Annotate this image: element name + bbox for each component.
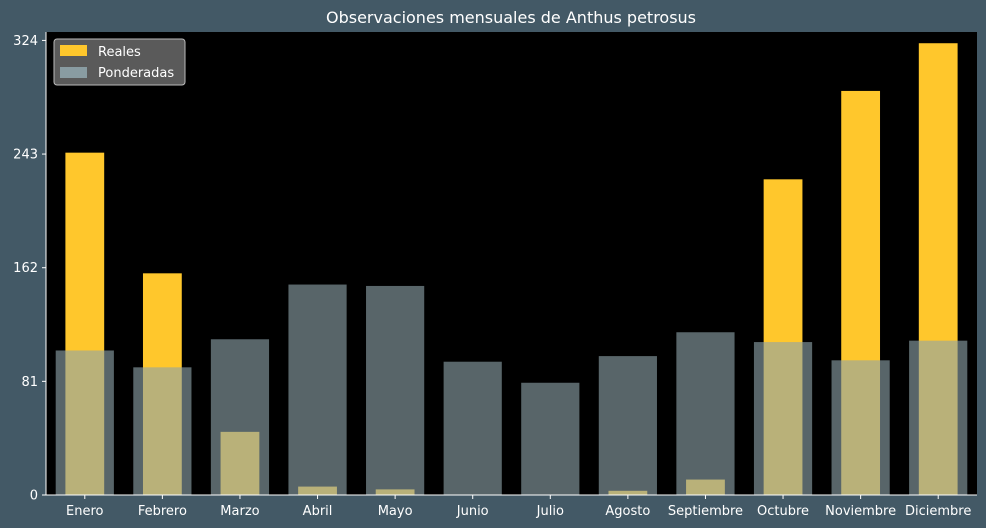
y-tick-label: 81 — [21, 375, 38, 390]
x-tick-label-noviembre: Noviembre — [825, 504, 896, 519]
series-ponderadas — [55, 284, 968, 495]
bar-ponderadas-enero — [55, 350, 114, 495]
x-tick-label-septiembre: Septiembre — [668, 504, 743, 519]
y-tick-label: 243 — [13, 148, 38, 163]
x-tick-label-mayo: Mayo — [378, 504, 413, 519]
legend-swatch-ponderadas — [60, 67, 87, 78]
x-tick-label-enero: Enero — [66, 504, 104, 519]
y-tick-label: 162 — [13, 261, 38, 276]
x-tick-label-marzo: Marzo — [220, 504, 259, 519]
bar-ponderadas-octubre — [753, 342, 813, 495]
bar-ponderadas-agosto — [598, 356, 657, 495]
legend-label-reales: Reales — [98, 45, 141, 60]
plot-area — [46, 32, 977, 495]
y-tick-label: 0 — [30, 489, 38, 504]
bar-ponderadas-mayo — [366, 285, 425, 495]
bar-ponderadas-junio — [443, 361, 502, 495]
x-tick-label-octubre: Octubre — [757, 504, 809, 519]
legend-label-ponderadas: Ponderadas — [98, 66, 174, 81]
y-tick-label: 324 — [13, 34, 38, 49]
bar-ponderadas-septiembre — [676, 332, 735, 495]
chart-title: Observaciones mensuales de Anthus petros… — [326, 8, 696, 27]
x-tick-label-agosto: Agosto — [605, 504, 650, 519]
x-tick-label-julio: Julio — [536, 504, 564, 519]
bar-ponderadas-noviembre — [831, 360, 890, 495]
x-tick-label-diciembre: Diciembre — [905, 504, 971, 519]
x-tick-label-abril: Abril — [303, 504, 333, 519]
bar-ponderadas-marzo — [210, 339, 270, 495]
legend: Reales Ponderadas — [53, 38, 186, 86]
x-tick-label-febrero: Febrero — [138, 504, 187, 519]
bar-ponderadas-febrero — [133, 367, 192, 495]
legend-swatch-reales — [60, 45, 87, 56]
bar-ponderadas-julio — [521, 382, 580, 495]
x-tick-label-junio: Junio — [456, 504, 489, 519]
axes: 0 81 162 243 324 Enero Febrero Marzo Abril Mayo Ju… — [13, 32, 977, 519]
bar-ponderadas-abril — [288, 284, 347, 495]
bar-ponderadas-diciembre — [909, 340, 968, 495]
